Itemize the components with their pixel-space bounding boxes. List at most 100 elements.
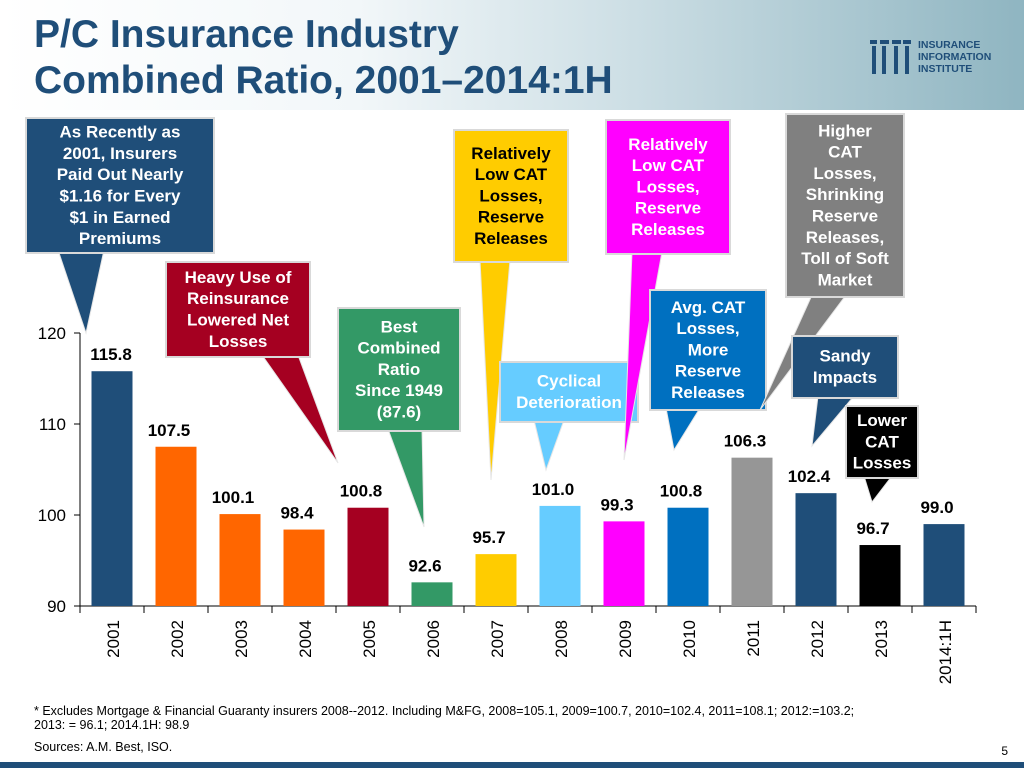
- bar-2004: [283, 529, 325, 606]
- data-label: 115.8: [90, 345, 132, 364]
- callout-text: Best: [381, 317, 418, 336]
- callout-box: [845, 405, 919, 479]
- callout-box: [605, 119, 731, 255]
- bar-2001: [91, 371, 133, 606]
- callout-box: [791, 335, 899, 399]
- bar-2009: [603, 521, 645, 606]
- callout-text: Avg. CAT: [671, 298, 746, 317]
- bar-2007: [475, 554, 517, 606]
- x-tick-label: 2006: [424, 620, 443, 658]
- bar-2008: [539, 505, 581, 606]
- data-label: 107.5: [148, 421, 191, 440]
- callout-pointer: [533, 419, 565, 472]
- header-band: [0, 0, 1024, 110]
- callout-text: CAT: [865, 432, 899, 451]
- callout-text: As Recently as: [60, 123, 181, 142]
- callout-text: Losses: [209, 332, 268, 351]
- callout-box: [25, 117, 215, 254]
- callout-text: Lower: [857, 411, 907, 430]
- callout-text: Impacts: [813, 368, 877, 387]
- x-tick-label: 2008: [552, 620, 571, 658]
- callout-text: Losses,: [636, 177, 699, 196]
- iii-logo-icon: [870, 40, 911, 74]
- sources: Sources: A.M. Best, ISO.: [34, 740, 173, 754]
- combined-ratio-chart: 90 100 110 120 115.8 2001 107.5 2002 100.1 2003 98…: [25, 113, 977, 684]
- callout-text: Releases,: [806, 228, 884, 247]
- x-tick-label: 2007: [488, 620, 507, 658]
- callout-text: 2001, Insurers: [63, 144, 177, 163]
- callout-pointer: [387, 428, 425, 528]
- callout-text: Sandy: [819, 347, 871, 366]
- footnote-line-1: * Excludes Mortgage & Financial Guaranty…: [34, 704, 855, 718]
- data-label: 95.7: [472, 528, 505, 547]
- callout-box: [337, 307, 461, 432]
- data-label: 98.4: [280, 504, 314, 523]
- callout-text: Losses,: [813, 164, 876, 183]
- x-tick-label: 2002: [168, 620, 187, 658]
- callout-text: Losses: [853, 454, 912, 473]
- bar-2002: [155, 446, 197, 606]
- callout-pointer: [863, 475, 894, 504]
- x-tick-label: 2003: [232, 620, 251, 658]
- callout-pointer: [57, 249, 105, 335]
- callout-text: Higher: [818, 121, 872, 140]
- callout-text: Losses,: [479, 186, 542, 205]
- callout-text: Reserve: [635, 199, 701, 218]
- callout-text: Cyclical: [537, 372, 601, 391]
- y-tick-label: 120: [38, 324, 66, 343]
- x-tick-label: 2014:1H: [936, 620, 955, 684]
- title-line-1: P/C Insurance Industry: [34, 13, 459, 56]
- bar-2013: [859, 545, 901, 606]
- x-tick-label: 2013: [872, 620, 891, 658]
- bar-2012: [795, 493, 837, 606]
- callout-text: Heavy Use of: [185, 268, 292, 287]
- bar-2006: [411, 582, 453, 606]
- callout-text: Releases: [474, 229, 548, 248]
- callout-text: Low CAT: [475, 165, 548, 184]
- data-label: 99.3: [600, 495, 633, 514]
- bottom-bar: [0, 762, 1024, 768]
- bar-2005: [347, 507, 389, 606]
- x-tick-label: 2011: [744, 620, 763, 657]
- data-label: 101.0: [532, 480, 575, 499]
- callout-text: Reserve: [675, 362, 741, 381]
- callout-text: Market: [818, 270, 873, 289]
- logo-line-2: INFORMATION: [918, 51, 992, 63]
- page-title: P/C Insurance Industry Combined Ratio, 2…: [34, 12, 613, 104]
- callout-text: Relatively: [471, 144, 551, 163]
- callout-text: Premiums: [79, 229, 161, 248]
- callout-box: [453, 129, 569, 263]
- callout-text: More: [688, 340, 729, 359]
- callout-text: Ratio: [378, 360, 421, 379]
- callout-box: [499, 361, 639, 423]
- y-tick-label: 100: [38, 506, 66, 525]
- callout-text: Deterioration: [516, 393, 622, 412]
- callout-text: Since 1949: [355, 381, 443, 400]
- data-label: 96.7: [856, 519, 889, 538]
- callout-text: Losses,: [676, 319, 739, 338]
- x-tick-label: 2001: [104, 620, 123, 658]
- data-label: 106.3: [724, 432, 767, 451]
- footnote: * Excludes Mortgage & Financial Guaranty…: [34, 704, 854, 732]
- footnote-line-2: 2013: = 96.1; 2014.1H: 98.9: [34, 718, 190, 732]
- logo-line-1: INSURANCE: [918, 39, 981, 51]
- callout-pointer: [261, 354, 339, 464]
- callout-box: [649, 289, 767, 411]
- callout-text: Reserve: [812, 207, 878, 226]
- callout-text: Shrinking: [806, 185, 884, 204]
- bar-2010: [667, 507, 709, 606]
- callout-text: Releases: [631, 220, 705, 239]
- bar-2003: [219, 514, 261, 606]
- data-label: 100.1: [212, 488, 255, 507]
- callout-box: [785, 113, 905, 298]
- callout-text: $1 in Earned: [69, 208, 170, 227]
- bar-2014:1H: [923, 524, 965, 606]
- data-label: 92.6: [408, 556, 441, 575]
- callout-text: Low CAT: [632, 156, 705, 175]
- callout-text: Releases: [671, 383, 745, 402]
- x-tick-label: 2004: [296, 620, 315, 658]
- callout-text: $1.16 for Every: [60, 187, 182, 206]
- x-tick-label: 2009: [616, 620, 635, 658]
- callout-box: [165, 261, 311, 358]
- iii-logo: INSURANCE INFORMATION INSTITUTE: [864, 36, 1014, 80]
